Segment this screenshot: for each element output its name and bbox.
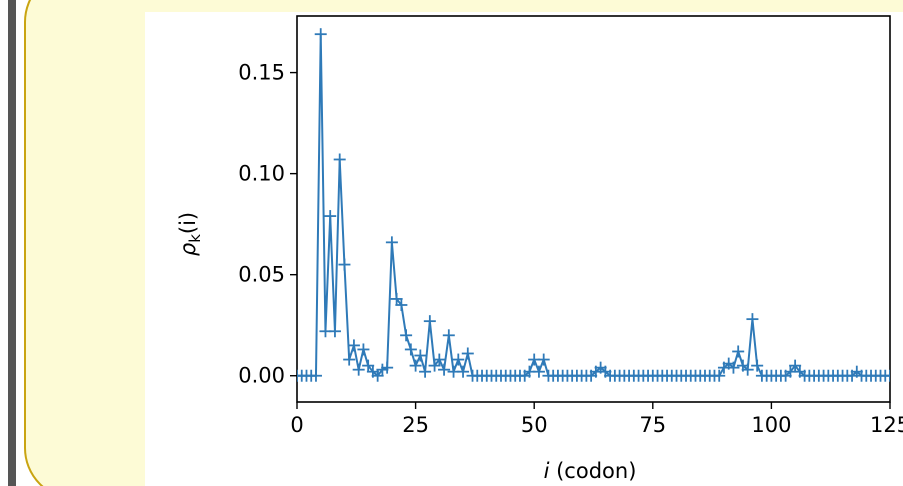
data-point-marker: [333, 153, 346, 166]
data-point-marker: [746, 313, 759, 326]
data-point-marker: [404, 343, 417, 356]
data-point-marker: [338, 258, 351, 271]
x-tick-label: 75: [639, 413, 666, 437]
data-point-marker: [390, 292, 403, 305]
data-point-marker: [357, 343, 370, 356]
axes-frame: [296, 15, 891, 403]
data-point-marker: [428, 359, 441, 372]
data-point-marker: [461, 347, 474, 360]
y-axis-suffix: (i): [176, 212, 200, 234]
data-point-marker: [537, 353, 550, 366]
data-point-marker: [423, 315, 436, 328]
chart-figure: 0 25 50 75 100 125 0.00 0.05 0.10 0.15 ρk(i) i (c…: [145, 12, 903, 486]
data-point-marker: [438, 363, 451, 376]
x-tick-label: 100: [751, 413, 791, 437]
data-point-marker: [309, 369, 322, 382]
data-point-marker: [414, 349, 427, 362]
data-point-marker: [409, 359, 422, 372]
x-axis-unit: (codon): [549, 459, 636, 483]
left-border-bar: [8, 0, 16, 486]
data-point-marker: [884, 369, 890, 382]
series-group: [297, 28, 890, 382]
tick-layer: 0 25 50 75 100 125 0.00 0.05 0.10 0.15: [238, 61, 903, 437]
y-axis-label: ρk(i): [176, 212, 204, 256]
data-point-marker: [343, 353, 356, 366]
data-point-marker: [385, 236, 398, 249]
data-point-marker: [381, 361, 394, 374]
x-tick-label: 50: [521, 413, 548, 437]
x-tick-label: 125: [870, 413, 903, 437]
data-point-marker: [433, 353, 446, 366]
data-point-marker: [442, 329, 455, 342]
data-point-marker: [713, 369, 726, 382]
y-tick-label: 0.00: [238, 364, 285, 388]
y-tick-label: 0.10: [238, 162, 285, 186]
data-point-marker: [314, 28, 327, 41]
series-layer: [297, 28, 890, 382]
data-point-marker: [395, 298, 408, 311]
data-point-marker: [727, 361, 740, 374]
data-point-marker: [400, 329, 413, 342]
data-point-marker: [532, 365, 545, 378]
data-point-marker: [741, 363, 754, 376]
data-point-marker: [732, 345, 745, 358]
data-point-marker: [751, 359, 764, 372]
y-tick-label: 0.15: [238, 61, 285, 85]
data-point-marker: [324, 210, 337, 223]
data-point-marker: [419, 365, 432, 378]
data-point-marker: [789, 359, 802, 372]
plot-frame: [296, 15, 891, 403]
series-line: [297, 33, 890, 377]
line-chart: 0 25 50 75 100 125 0.00 0.05 0.10 0.15 ρk(i) i (c…: [176, 15, 903, 483]
y-axis-subscript: k: [186, 234, 204, 243]
data-point-marker: [352, 363, 365, 376]
y-axis-symbol: ρ: [176, 242, 200, 256]
data-point-marker: [371, 369, 384, 382]
x-tick-label: 25: [402, 413, 429, 437]
x-axis-label: i (codon): [544, 459, 637, 483]
data-point-marker: [452, 353, 465, 366]
data-point-marker: [362, 359, 375, 372]
x-axis-variable: i: [544, 459, 550, 483]
y-tick-label: 0.05: [238, 263, 285, 287]
data-point-marker: [328, 325, 341, 338]
data-point-marker: [457, 365, 470, 378]
x-tick-label: 0: [290, 413, 303, 437]
data-point-marker: [347, 339, 360, 352]
